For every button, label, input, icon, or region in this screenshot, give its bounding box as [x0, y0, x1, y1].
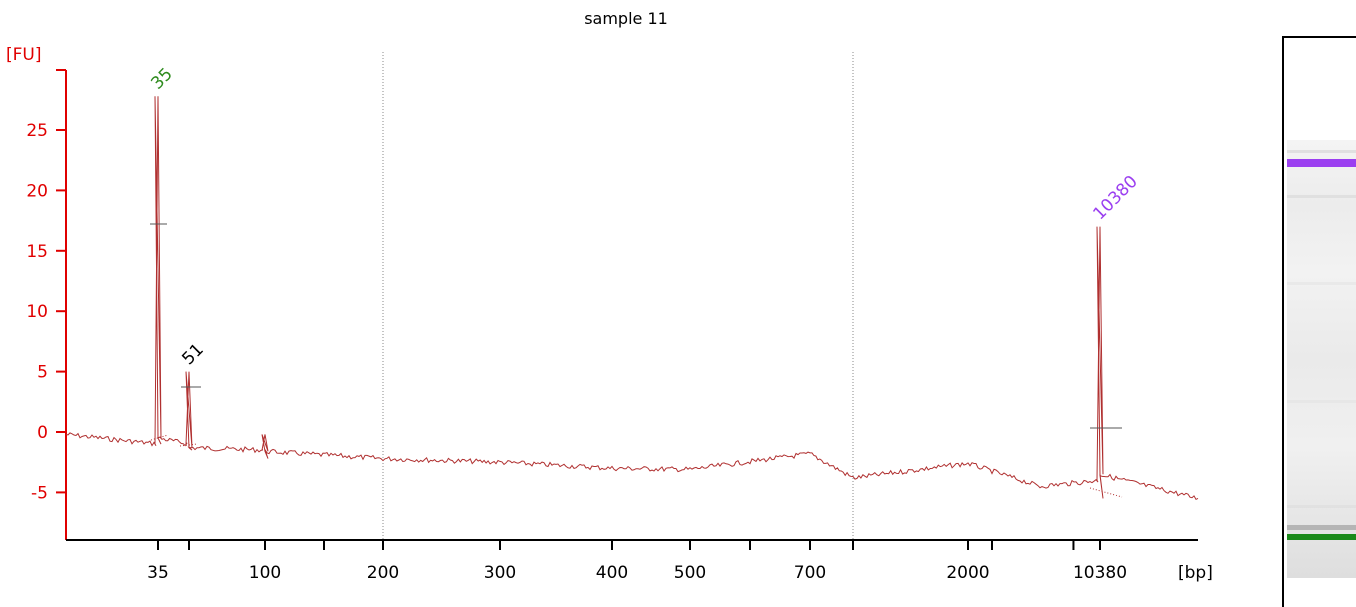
y-tick-label: 25 [26, 121, 48, 141]
gel-upper-marker [1287, 159, 1356, 167]
gel-image [1282, 36, 1356, 607]
gel-faint-band-4 [1287, 505, 1356, 508]
y-tick-label: 0 [37, 423, 48, 443]
gel-faint-band-0 [1287, 150, 1356, 153]
gel-faint-band-3 [1287, 400, 1356, 403]
x-tick-label: 500 [674, 563, 706, 583]
x-tick-label: 700 [794, 563, 826, 583]
x-ticks: 35 100 200 300 400 500 700 2000 10380 [147, 540, 1127, 583]
gel-lane [1287, 140, 1356, 578]
gel-faint-band-2 [1287, 282, 1356, 285]
y-tick-label: 15 [26, 242, 48, 262]
x-tick-label: 35 [147, 563, 169, 583]
gel-faint-band-1 [1287, 195, 1356, 198]
y-axis-label: [FU] [6, 45, 42, 65]
gel-band-51 [1287, 525, 1356, 530]
x-tick-label: 300 [484, 563, 516, 583]
y-tick-label: 20 [26, 181, 48, 201]
peak-label-51: 51 [178, 340, 207, 369]
peak-label-35: 35 [147, 64, 176, 93]
x-tick-label: 400 [596, 563, 628, 583]
x-tick-label: 10380 [1073, 563, 1127, 583]
x-tick-label: 200 [367, 563, 399, 583]
chart-title: sample 11 [584, 9, 668, 28]
grid-lines [382, 52, 854, 540]
y-ticks: -5 0 5 10 15 20 25 [26, 69, 66, 503]
trace-group [65, 96, 1199, 501]
trace-line-0 [65, 96, 1199, 501]
peak-label-10380: 10380 [1089, 172, 1141, 224]
peak-baseline-2 [1089, 487, 1123, 498]
x-axis-label: [bp] [1178, 563, 1213, 583]
x-tick-label: 100 [249, 563, 281, 583]
x-tick-label: 2000 [946, 563, 989, 583]
peak-labels: 35 51 10380 [147, 64, 1141, 369]
y-tick-label: 5 [37, 363, 48, 383]
y-tick-label: 10 [26, 302, 48, 322]
gel-lower-marker [1287, 534, 1356, 540]
y-tick-label: -5 [31, 483, 48, 503]
